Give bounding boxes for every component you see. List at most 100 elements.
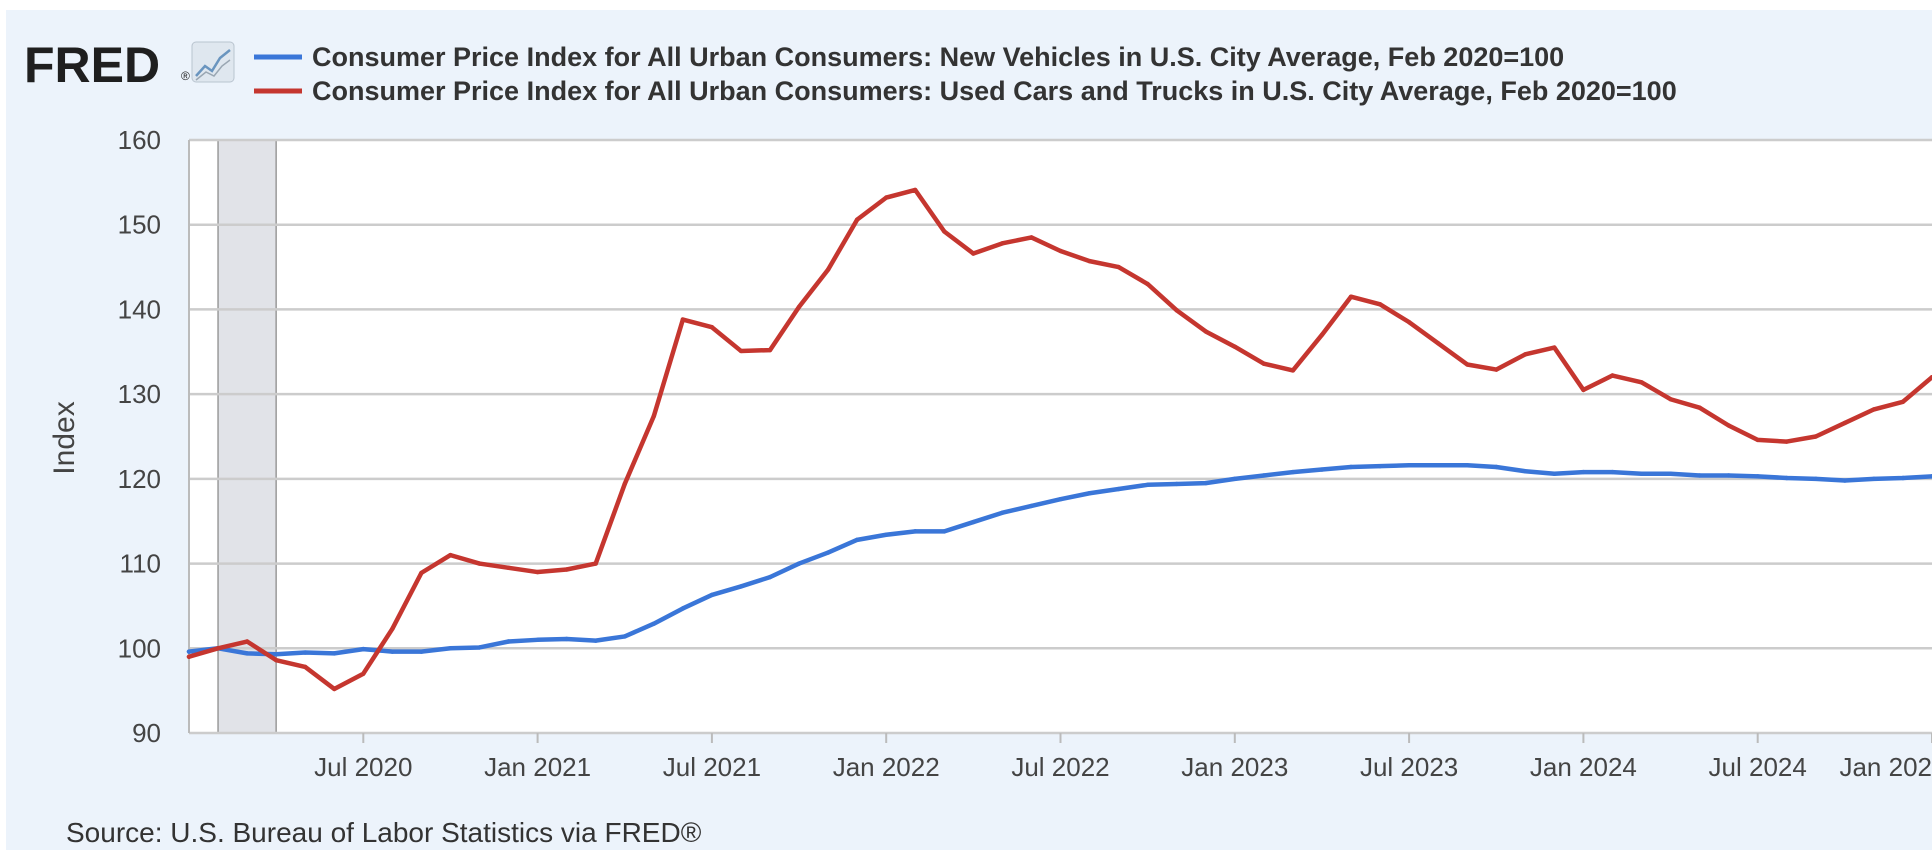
data-point (1261, 473, 1267, 478)
chart-line-icon (191, 41, 235, 83)
registered-mark: ® (181, 69, 190, 83)
data-point (1813, 476, 1819, 482)
data-point (796, 561, 802, 566)
data-point (1232, 476, 1238, 482)
data-point (564, 636, 569, 642)
x-tick-label: Jul 2020 (314, 752, 412, 782)
data-point (1406, 319, 1412, 325)
data-point (1029, 503, 1034, 509)
data-point (186, 649, 192, 654)
data-point (244, 639, 250, 644)
data-point (1668, 397, 1673, 402)
data-point (1552, 471, 1557, 476)
data-point (215, 646, 221, 651)
data-point (1319, 332, 1325, 338)
data-point (535, 637, 540, 643)
data-point (1697, 473, 1702, 478)
data-point (1348, 294, 1354, 299)
data-point (1348, 464, 1354, 470)
y-axis-label: Index (48, 401, 81, 474)
data-point (651, 621, 656, 626)
y-tick-label: 110 (120, 549, 161, 579)
data-point (419, 649, 424, 654)
data-point (1406, 463, 1412, 468)
data-point (854, 217, 860, 222)
data-point (1900, 399, 1906, 404)
data-point (913, 187, 918, 193)
y-tick-label: 150 (118, 210, 161, 240)
data-point (884, 532, 889, 537)
legend-label-new-vehicles: Consumer Price Index for All Urban Consu… (312, 42, 1564, 72)
data-point (1784, 439, 1789, 444)
data-point (361, 671, 366, 676)
data-point (1639, 471, 1644, 476)
data-point (709, 592, 715, 598)
data-point (1116, 264, 1121, 270)
data-point (593, 561, 598, 566)
data-point (1203, 480, 1208, 486)
data-point (738, 348, 744, 354)
data-point (1261, 361, 1267, 366)
data-point (651, 413, 656, 419)
chart-svg: FRED ® Consumer Price Index for All Urba… (24, 37, 1932, 848)
y-tick-label: 120 (118, 464, 161, 494)
data-point (1203, 329, 1208, 334)
x-tick-labels: Jul 2020 Jan 2021 Jul 2021 Jan 2022 Jul 2022… (314, 733, 1932, 782)
y-tick-label: 130 (118, 379, 161, 409)
plot-area (189, 140, 1932, 733)
data-point (506, 565, 511, 571)
data-point (738, 584, 744, 589)
x-tick-label: Jan 2021 (484, 752, 591, 782)
data-point (1639, 380, 1644, 385)
recession-shade (218, 140, 277, 733)
y-tick-label: 90 (132, 718, 161, 748)
x-tick-label: Jul 2024 (1709, 752, 1807, 782)
data-point (1116, 486, 1121, 492)
data-point (506, 639, 511, 644)
data-point (942, 529, 947, 534)
data-point (448, 552, 453, 558)
data-point (1145, 281, 1150, 287)
data-point (1174, 481, 1179, 487)
data-point (680, 606, 686, 611)
data-point (1465, 362, 1470, 367)
data-point (361, 646, 366, 652)
data-point (767, 574, 773, 580)
data-point (1029, 235, 1034, 240)
data-point (303, 664, 308, 670)
data-point (825, 550, 831, 555)
data-point (1842, 478, 1848, 483)
data-point (419, 570, 424, 576)
data-point (1435, 463, 1441, 468)
data-point (680, 317, 686, 322)
data-point (1784, 475, 1789, 481)
data-point (1755, 437, 1760, 443)
data-point (593, 638, 598, 643)
data-point (1813, 434, 1819, 439)
data-point (1929, 375, 1932, 380)
data-point (1058, 248, 1063, 254)
series-points-new-vehicles (186, 463, 1932, 657)
data-point (1087, 491, 1092, 496)
data-point (1465, 463, 1470, 468)
data-point (971, 519, 976, 525)
data-point (1058, 496, 1063, 502)
y-tick-labels: 160 150 140 130 120 110 100 90 (118, 125, 161, 748)
data-point (186, 654, 192, 659)
data-point (884, 195, 889, 200)
fred-logo-text[interactable]: FRED (24, 37, 160, 93)
x-tick-label: Jul 2022 (1011, 752, 1109, 782)
data-point (1087, 258, 1092, 264)
data-point (1319, 467, 1325, 472)
data-point (535, 569, 540, 575)
data-point (825, 267, 831, 272)
data-point (1290, 368, 1296, 373)
data-point (273, 652, 279, 657)
data-point (1435, 341, 1441, 346)
data-point (1726, 473, 1731, 478)
legend-label-used-cars: Consumer Price Index for All Urban Consu… (312, 76, 1677, 106)
data-point (332, 686, 337, 692)
x-tick-label: Jan 2023 (1181, 752, 1288, 782)
data-point (854, 537, 860, 543)
chart-frame: FRED ® Consumer Price Index for All Urba… (6, 10, 1932, 850)
